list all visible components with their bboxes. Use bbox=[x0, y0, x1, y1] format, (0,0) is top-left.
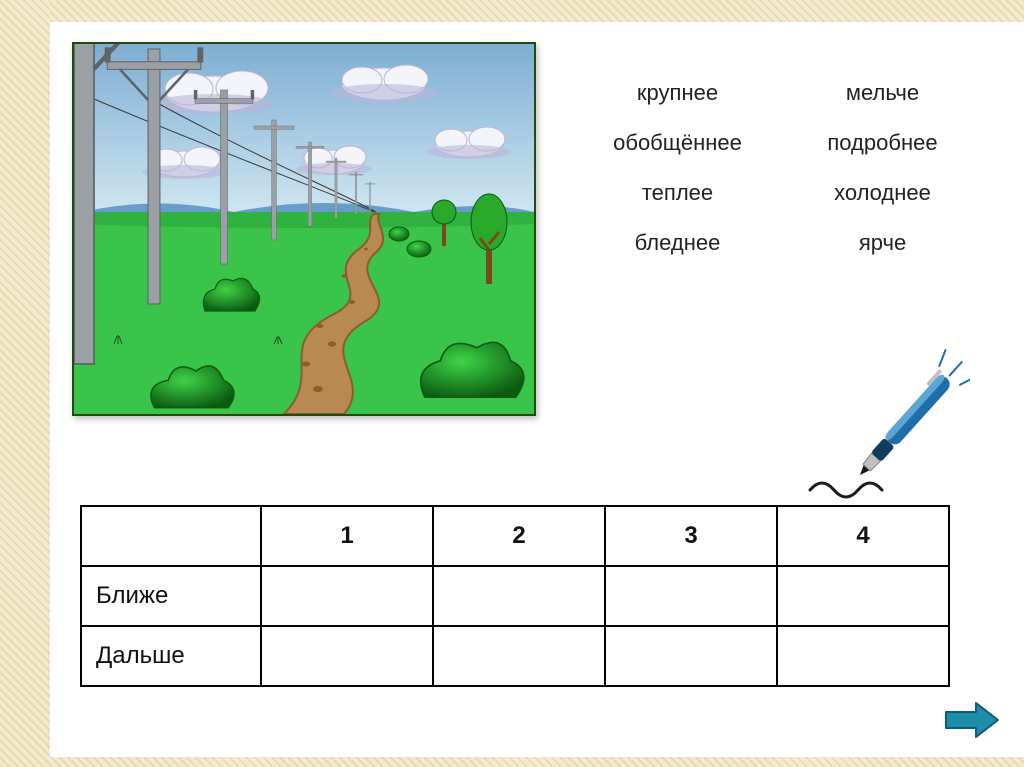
table-cell[interactable] bbox=[605, 626, 777, 686]
table-header-cell: 3 bbox=[605, 506, 777, 566]
word-cell[interactable]: обобщённее bbox=[580, 130, 775, 156]
texture-left bbox=[0, 0, 50, 767]
table-cell[interactable] bbox=[433, 626, 605, 686]
table-header-row: 1 2 3 4 bbox=[81, 506, 949, 566]
table-cell[interactable] bbox=[605, 566, 777, 626]
table-row: Ближе bbox=[81, 566, 949, 626]
table-cell[interactable] bbox=[433, 566, 605, 626]
word-cell[interactable]: ярче bbox=[785, 230, 980, 256]
table-header-cell: 1 bbox=[261, 506, 433, 566]
table-cell[interactable] bbox=[777, 566, 949, 626]
table-header-cell: 4 bbox=[777, 506, 949, 566]
word-cell[interactable]: крупнее bbox=[580, 80, 775, 106]
table-cell[interactable] bbox=[777, 626, 949, 686]
word-cell[interactable]: теплее bbox=[580, 180, 775, 206]
table-cell[interactable] bbox=[261, 566, 433, 626]
word-cell[interactable]: мельче bbox=[785, 80, 980, 106]
perspective-illustration bbox=[72, 42, 536, 416]
table-header-cell: 2 bbox=[433, 506, 605, 566]
table-header-cell bbox=[81, 506, 261, 566]
pen-icon bbox=[800, 340, 970, 510]
table-row: Дальше bbox=[81, 626, 949, 686]
row-label: Ближе bbox=[81, 566, 261, 626]
next-arrow-button[interactable] bbox=[944, 701, 1000, 739]
slide-root: крупнее мельче обобщённее подробнее тепл… bbox=[0, 0, 1024, 767]
row-label: Дальше bbox=[81, 626, 261, 686]
word-cell[interactable]: холоднее bbox=[785, 180, 980, 206]
answer-table: 1 2 3 4 Ближе Дальше bbox=[80, 505, 950, 687]
table-cell[interactable] bbox=[261, 626, 433, 686]
texture-bottom bbox=[0, 757, 1024, 767]
word-cell[interactable]: бледнее bbox=[580, 230, 775, 256]
word-cell[interactable]: подробнее bbox=[785, 130, 980, 156]
texture-top bbox=[0, 0, 1024, 22]
word-pair-grid: крупнее мельче обобщённее подробнее тепл… bbox=[580, 80, 980, 256]
